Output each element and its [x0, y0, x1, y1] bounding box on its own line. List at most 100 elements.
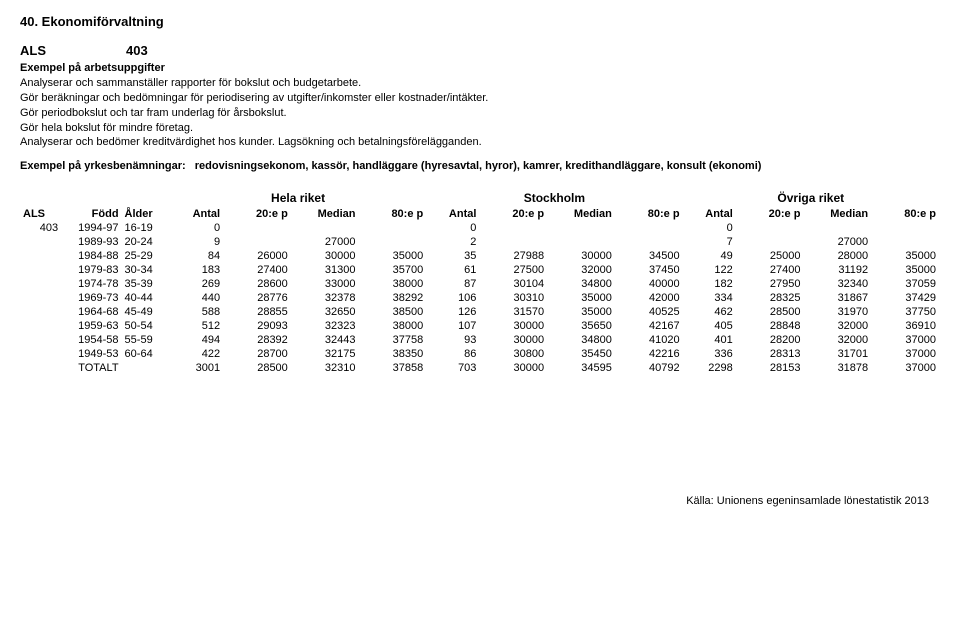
- yrkes-value: redovisningsekonom, kassör, handläggare …: [195, 160, 762, 172]
- cell: 25-29: [122, 249, 170, 263]
- cell: 30000: [479, 333, 547, 347]
- cell: TOTALT: [61, 361, 121, 375]
- cell: [20, 291, 61, 305]
- cell: 38000: [359, 277, 427, 291]
- cell: 126: [426, 305, 479, 319]
- document-page: 40. Ekonomiförvaltning ALS 403 Exempel p…: [0, 0, 959, 517]
- cell: [871, 221, 939, 235]
- cell: 37858: [359, 361, 427, 375]
- cell: 31867: [803, 291, 871, 305]
- col-als: ALS: [20, 207, 61, 221]
- col-p80: 80:e p: [359, 207, 427, 221]
- cell: [291, 221, 359, 235]
- col-median: Median: [547, 207, 615, 221]
- cell: 38000: [359, 319, 427, 333]
- table-row: 1969-7340-444402877632378382921063031035…: [20, 291, 939, 305]
- cell: 30310: [479, 291, 547, 305]
- table-row: 1989-9320-249270002727000: [20, 235, 939, 249]
- cell: 35000: [359, 249, 427, 263]
- cell: 27500: [479, 263, 547, 277]
- col-median: Median: [803, 207, 871, 221]
- cell: [359, 221, 427, 235]
- cell: 37000: [871, 333, 939, 347]
- cell: 37000: [871, 361, 939, 375]
- cell: 86: [426, 347, 479, 361]
- cell: 35450: [547, 347, 615, 361]
- cell: 34500: [615, 249, 683, 263]
- cell: 1969-73: [61, 291, 121, 305]
- cell: 31300: [291, 263, 359, 277]
- col-antal: Antal: [426, 207, 479, 221]
- cell: 32340: [803, 277, 871, 291]
- cell: 27950: [736, 277, 804, 291]
- cell: 38350: [359, 347, 427, 361]
- cell: 2298: [683, 361, 736, 375]
- cell: 28325: [736, 291, 804, 305]
- cell: [223, 235, 291, 249]
- cell: 28500: [223, 361, 291, 375]
- cell: 422: [170, 347, 223, 361]
- cell: 28392: [223, 333, 291, 347]
- table-row: 1949-5360-644222870032175383508630800354…: [20, 347, 939, 361]
- cell: [20, 333, 61, 347]
- cell: 27000: [291, 235, 359, 249]
- cell: 1994-97: [61, 221, 121, 235]
- cell: 0: [426, 221, 479, 235]
- description-line: Analyserar och sammanställer rapporter f…: [20, 76, 939, 91]
- cell: 26000: [223, 249, 291, 263]
- cell: 35-39: [122, 277, 170, 291]
- cell: 462: [683, 305, 736, 319]
- cell: 32175: [291, 347, 359, 361]
- cell: 30-34: [122, 263, 170, 277]
- cell: 1974-78: [61, 277, 121, 291]
- cell: 87: [426, 277, 479, 291]
- cell: 28153: [736, 361, 804, 375]
- cell: [223, 221, 291, 235]
- yrkes-label: Exempel på yrkesbenämningar:: [20, 160, 186, 172]
- cell: 35: [426, 249, 479, 263]
- group-hela-riket: Hela riket: [170, 190, 426, 207]
- cell: 28855: [223, 305, 291, 319]
- cell: 42216: [615, 347, 683, 361]
- table-row: 1964-6845-495882885532650385001263157035…: [20, 305, 939, 319]
- cell: 45-49: [122, 305, 170, 319]
- cell: 31701: [803, 347, 871, 361]
- cell: 32378: [291, 291, 359, 305]
- table-row: 1979-8330-341832740031300357006127500320…: [20, 263, 939, 277]
- column-header-row: ALS Född Ålder Antal 20:e p Median 80:e …: [20, 207, 939, 221]
- cell: 49: [683, 249, 736, 263]
- cell: 34800: [547, 333, 615, 347]
- group-ovriga-riket: Övriga riket: [683, 190, 939, 207]
- cell: 1979-83: [61, 263, 121, 277]
- data-table-wrap: Hela riket Stockholm Övriga riket ALS Fö…: [20, 190, 939, 375]
- cell: 182: [683, 277, 736, 291]
- cell: 31192: [803, 263, 871, 277]
- cell: 32323: [291, 319, 359, 333]
- cell: 20-24: [122, 235, 170, 249]
- cell: 84: [170, 249, 223, 263]
- cell: 40525: [615, 305, 683, 319]
- cell: [359, 235, 427, 249]
- cell: 122: [683, 263, 736, 277]
- cell: 28848: [736, 319, 804, 333]
- cell: 31878: [803, 361, 871, 375]
- cell: 1989-93: [61, 235, 121, 249]
- cell: [122, 361, 170, 375]
- cell: 334: [683, 291, 736, 305]
- group-header-row: Hela riket Stockholm Övriga riket: [20, 190, 939, 207]
- cell: 30000: [479, 361, 547, 375]
- cell: 1984-88: [61, 249, 121, 263]
- cell: 31970: [803, 305, 871, 319]
- cell: 7: [683, 235, 736, 249]
- cell: [479, 221, 547, 235]
- cell: [20, 347, 61, 361]
- cell: 1959-63: [61, 319, 121, 333]
- col-p80: 80:e p: [871, 207, 939, 221]
- cell: 41020: [615, 333, 683, 347]
- cell: 30800: [479, 347, 547, 361]
- cell: [547, 235, 615, 249]
- cell: 40-44: [122, 291, 170, 305]
- cell: 28313: [736, 347, 804, 361]
- data-table: Hela riket Stockholm Övriga riket ALS Fö…: [20, 190, 939, 375]
- col-fodd: Född: [61, 207, 121, 221]
